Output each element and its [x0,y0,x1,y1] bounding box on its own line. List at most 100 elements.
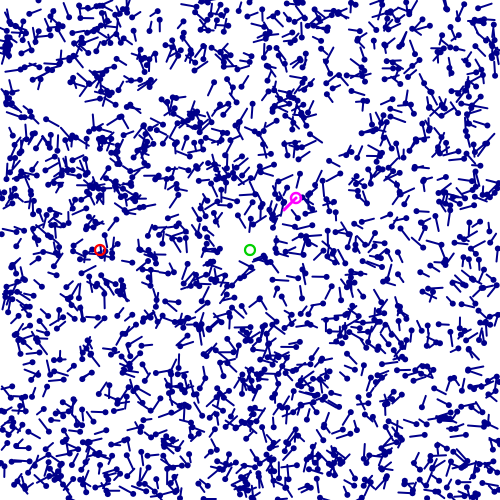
agent [21,303,33,311]
agent-head [92,181,99,188]
agent-head [50,263,57,270]
agent-head [425,127,432,134]
agent-head [421,431,428,438]
agent-head [133,384,140,391]
agent [253,407,266,425]
agent-head [402,100,409,107]
agent-head [96,145,103,152]
agent-head [353,181,359,187]
agent-head [427,457,434,464]
agent [369,413,379,428]
agent-head [225,100,232,107]
agent-head [60,314,67,321]
agent [271,80,278,94]
agent-head [375,165,382,172]
agent-head [40,406,47,412]
agent [381,65,397,72]
agent-head [238,83,245,90]
agent-head [129,259,136,266]
agent-head [421,224,428,231]
agent-head [227,52,234,59]
agent-head [165,270,172,277]
agent-head [67,79,74,86]
agent-head [295,156,302,163]
agent [460,254,467,268]
agent-head [272,245,279,252]
agent-head [298,144,305,151]
agent-head [141,377,148,384]
agent [329,84,342,92]
agent [19,303,33,319]
agent-head [346,329,353,336]
agent-head [335,9,342,16]
agent-head [270,13,277,20]
agent-head [348,0,354,6]
agent [305,238,318,248]
agent-head [114,312,121,319]
agent-head [120,35,127,42]
agent-head [252,191,259,198]
agent-head [265,63,272,70]
agent [281,60,288,73]
agent [126,423,145,432]
agent [136,467,143,487]
agent [52,217,67,229]
agent-head [168,175,175,182]
agent [282,112,294,122]
agent-head [78,466,85,473]
agent-head [344,375,351,382]
agent [234,212,247,229]
agent [140,131,149,150]
agent-head [315,15,322,22]
agent-head [338,297,345,304]
agent [202,134,222,145]
agent [354,145,364,161]
agent-head [480,284,487,291]
agent [472,120,491,129]
agent-head [399,344,406,351]
agent-head [113,31,120,38]
agent-head [11,141,18,148]
agent [309,443,316,463]
agent [198,321,206,338]
agent-head [300,101,307,108]
agent-head [29,166,36,173]
agent [222,140,234,159]
agent-head [35,207,42,214]
agent-head [425,285,432,292]
agent-head [314,466,321,473]
agent-head [29,359,36,366]
agent-head [85,50,92,56]
agent [280,462,300,469]
agent [124,436,131,452]
agent-head [486,228,493,235]
agent-head [203,240,210,247]
agent [274,374,282,387]
agent-head [57,59,64,66]
agent [368,342,381,353]
agent [5,289,14,306]
agent [394,180,403,195]
agent-head [259,424,266,431]
agent-head [205,160,212,167]
agent [304,199,316,213]
agent-head [112,101,119,108]
agent-head [144,232,151,239]
agent-head [275,178,282,185]
agent [344,270,364,277]
agent [181,134,190,151]
agent-head [379,1,386,8]
agent [337,248,349,267]
agent [430,45,447,52]
agent [327,257,339,266]
agent [360,97,367,112]
agent-head [193,271,199,278]
agent [167,299,182,306]
agent [26,8,42,17]
agent-head [30,197,37,204]
agent [308,347,320,362]
agent-head [13,442,20,449]
agent [168,166,176,182]
agent-head [269,108,276,115]
agent [96,125,113,134]
